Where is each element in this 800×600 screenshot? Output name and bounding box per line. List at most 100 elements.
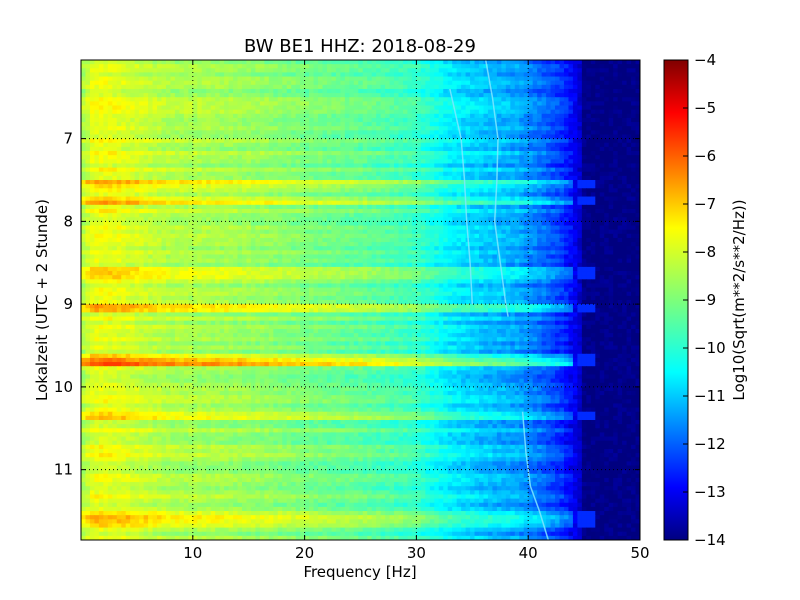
heatmap-cell <box>139 171 145 177</box>
heatmap-cell <box>510 126 516 131</box>
heatmap-cell <box>456 122 462 127</box>
heatmap-cell <box>309 175 315 181</box>
heatmap-cell <box>237 109 243 115</box>
heatmap-cell <box>125 64 131 69</box>
heatmap-cell <box>81 217 87 222</box>
heatmap-cell <box>465 80 471 86</box>
heatmap-cell <box>541 113 547 119</box>
heatmap-cell <box>465 171 471 177</box>
heatmap-cell <box>461 101 467 107</box>
heatmap-cell <box>340 200 346 206</box>
heatmap-cell <box>165 204 172 210</box>
heatmap-cell <box>496 184 502 189</box>
heatmap-cell <box>358 117 364 123</box>
heatmap-cell <box>438 167 444 173</box>
heatmap-cell <box>514 146 520 152</box>
heatmap-cell <box>206 221 212 227</box>
heatmap-cell <box>250 184 257 189</box>
heatmap-cell <box>353 184 359 189</box>
heatmap-cell <box>286 142 292 148</box>
heatmap-cell <box>532 76 538 82</box>
heatmap-cell <box>626 84 632 90</box>
heatmap-cell <box>420 122 426 127</box>
heatmap-cell <box>170 175 176 181</box>
heatmap-cell <box>161 134 167 140</box>
heatmap-cell <box>228 60 234 65</box>
heatmap-cell <box>402 184 409 189</box>
heatmap-cell <box>559 208 565 214</box>
heatmap-cell <box>402 138 409 144</box>
heatmap-cell <box>121 155 127 160</box>
heatmap-cell <box>407 146 413 152</box>
heatmap-cell <box>402 171 409 177</box>
heatmap-cell <box>179 138 185 144</box>
heatmap-cell <box>358 184 364 189</box>
heatmap-cell <box>304 76 310 82</box>
heatmap-cell <box>599 113 605 119</box>
heatmap-cell <box>389 80 395 86</box>
heatmap-cell <box>505 142 511 148</box>
heatmap-cell <box>604 64 610 69</box>
heatmap-cell <box>309 155 315 160</box>
heatmap-cell <box>228 204 234 210</box>
heatmap-cell <box>313 146 319 152</box>
heatmap-cell <box>514 101 520 107</box>
heatmap-cell <box>139 126 145 131</box>
heatmap-cell <box>496 88 502 94</box>
heatmap-cell <box>349 72 355 78</box>
heatmap-cell <box>246 200 252 206</box>
heatmap-cell <box>318 155 324 160</box>
heatmap-cell <box>407 155 413 160</box>
heatmap-cell <box>286 68 292 74</box>
heatmap-cell <box>595 213 601 218</box>
heatmap-cell <box>568 68 574 74</box>
heatmap-cell <box>264 196 270 202</box>
heatmap-cell <box>398 163 404 169</box>
heatmap-cell <box>532 196 538 202</box>
heatmap-cell <box>590 117 596 123</box>
heatmap-cell <box>318 97 324 102</box>
heatmap-cell <box>622 138 628 144</box>
heatmap-cell <box>434 221 440 227</box>
heatmap-cell <box>309 84 315 90</box>
heatmap-cell <box>286 93 292 98</box>
heatmap-cell <box>568 200 574 206</box>
heatmap-cell <box>309 126 315 131</box>
heatmap-cell <box>300 151 306 156</box>
heatmap-cell <box>246 180 252 185</box>
heatmap-cell <box>385 122 391 127</box>
heatmap-cell <box>183 217 189 222</box>
heatmap-cell <box>94 88 100 94</box>
heatmap-cell <box>139 117 145 123</box>
heatmap-cell <box>447 101 453 107</box>
heatmap-cell <box>344 180 350 185</box>
heatmap-cell <box>197 200 203 206</box>
heatmap-cell <box>237 208 243 214</box>
heatmap-cell <box>613 163 619 169</box>
heatmap-cell <box>224 76 230 82</box>
heatmap-cell <box>340 192 346 198</box>
heatmap-cell <box>304 221 310 227</box>
heatmap-cell <box>277 171 283 177</box>
heatmap-cell <box>107 68 113 74</box>
heatmap-cell <box>465 113 471 119</box>
heatmap-cell <box>394 72 400 78</box>
heatmap-cell <box>425 117 431 123</box>
heatmap-cell <box>192 68 198 74</box>
heatmap-cell <box>541 208 547 214</box>
heatmap-cell <box>130 84 136 90</box>
heatmap-cell <box>425 88 431 94</box>
heatmap-cell <box>581 68 587 74</box>
heatmap-cell <box>210 200 216 206</box>
heatmap-cell <box>130 217 136 222</box>
heatmap-cell <box>309 142 315 148</box>
heatmap-cell <box>523 208 529 214</box>
heatmap-cell <box>152 72 158 78</box>
heatmap-cell <box>255 200 261 206</box>
heatmap-cell <box>402 180 409 185</box>
heatmap-cell <box>335 208 341 214</box>
heatmap-cell <box>595 208 601 214</box>
heatmap-cell <box>340 175 346 181</box>
heatmap-cell <box>300 192 306 198</box>
heatmap-cell <box>246 84 252 90</box>
